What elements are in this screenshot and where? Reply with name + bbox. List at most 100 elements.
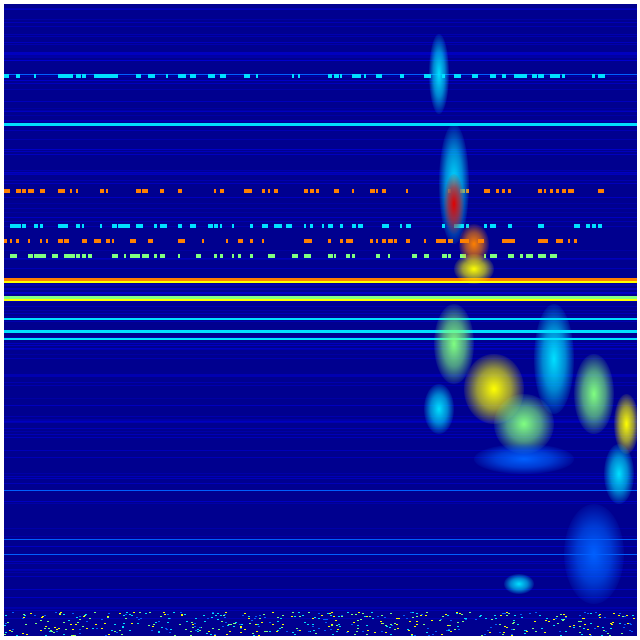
noise-speck	[569, 626, 571, 627]
noise-speck	[590, 635, 592, 636]
faint-band	[4, 437, 637, 438]
noise-speck	[75, 624, 77, 625]
marker	[22, 189, 26, 193]
marker	[220, 74, 226, 78]
noise-speck	[380, 621, 382, 622]
noise-speck	[221, 621, 223, 622]
noise-speck	[89, 618, 91, 619]
marker	[448, 254, 451, 258]
noise-speck	[86, 621, 88, 622]
noise-speck	[277, 630, 279, 631]
noise-speck	[432, 634, 434, 635]
marker	[340, 239, 343, 243]
noise-speck	[491, 619, 493, 620]
marker	[64, 74, 71, 78]
noise-speck	[407, 629, 409, 630]
noise-speck	[249, 623, 251, 624]
faint-band	[4, 101, 637, 102]
noise-speck	[269, 622, 271, 623]
faint-band	[4, 180, 637, 181]
marker	[406, 239, 410, 243]
noise-speck	[217, 613, 219, 614]
noise-speck	[427, 628, 429, 629]
noise-speck	[309, 631, 311, 632]
noise-speck	[489, 632, 491, 633]
noise-speck	[381, 615, 383, 616]
noise-speck	[200, 627, 202, 628]
marker	[280, 224, 282, 228]
faint-band	[4, 420, 637, 421]
marker	[82, 224, 84, 228]
noise-speck	[435, 631, 437, 632]
faint-band	[4, 292, 637, 293]
marker	[274, 224, 281, 228]
noise-speck	[56, 631, 58, 632]
marker	[58, 74, 65, 78]
marker	[76, 254, 80, 258]
noise-speck	[495, 618, 497, 619]
marker	[502, 74, 506, 78]
noise-speck	[337, 629, 339, 630]
noise-speck	[504, 613, 506, 614]
noise-speck	[240, 627, 242, 628]
marker	[490, 254, 497, 258]
noise-speck	[412, 612, 414, 613]
noise-speck	[35, 623, 37, 624]
noise-speck	[294, 634, 296, 635]
noise-speck	[56, 629, 58, 630]
noise-speck	[336, 631, 338, 632]
energy-blob	[444, 174, 464, 234]
faint-band	[4, 285, 637, 286]
noise-speck	[610, 628, 612, 629]
faint-band	[4, 348, 637, 349]
noise-speck	[50, 630, 52, 631]
noise-speck	[456, 612, 458, 613]
noise-speck	[386, 626, 388, 627]
noise-speck	[313, 630, 315, 631]
marker	[64, 224, 68, 228]
faint-band	[4, 172, 637, 173]
noise-speck	[621, 633, 623, 634]
noise-speck	[604, 617, 606, 618]
noise-speck	[579, 626, 581, 627]
marker	[400, 224, 402, 228]
noise-speck	[347, 612, 349, 613]
marker	[544, 189, 546, 193]
noise-speck	[573, 625, 575, 626]
noise-speck	[251, 620, 253, 621]
faint-band	[4, 345, 637, 346]
marker	[562, 189, 566, 193]
noise-speck	[190, 631, 192, 632]
noise-speck	[371, 612, 373, 613]
faint-band	[4, 197, 637, 198]
marker	[202, 239, 204, 243]
noise-speck	[618, 615, 620, 616]
noise-speck	[114, 631, 116, 632]
marker	[10, 254, 17, 258]
noise-speck	[197, 629, 199, 630]
noise-speck	[514, 615, 516, 616]
marker	[178, 224, 182, 228]
noise-speck	[155, 622, 157, 623]
marker	[262, 224, 268, 228]
noise-speck	[623, 627, 625, 628]
noise-speck	[122, 627, 124, 628]
marker	[208, 224, 213, 228]
noise-speck	[104, 623, 106, 624]
noise-speck	[194, 626, 196, 627]
noise-speck	[341, 615, 343, 616]
noise-speck	[23, 617, 25, 618]
noise-speck	[579, 615, 581, 616]
noise-speck	[385, 632, 387, 633]
marker	[178, 74, 184, 78]
noise-speck	[184, 614, 186, 615]
noise-speck	[330, 629, 332, 630]
marker	[310, 239, 312, 243]
marker	[142, 189, 148, 193]
marker	[40, 224, 43, 228]
noise-speck	[414, 635, 416, 636]
noise-speck	[54, 627, 56, 628]
noise-speck	[581, 634, 583, 635]
noise-speck	[426, 612, 428, 613]
marker	[352, 224, 356, 228]
